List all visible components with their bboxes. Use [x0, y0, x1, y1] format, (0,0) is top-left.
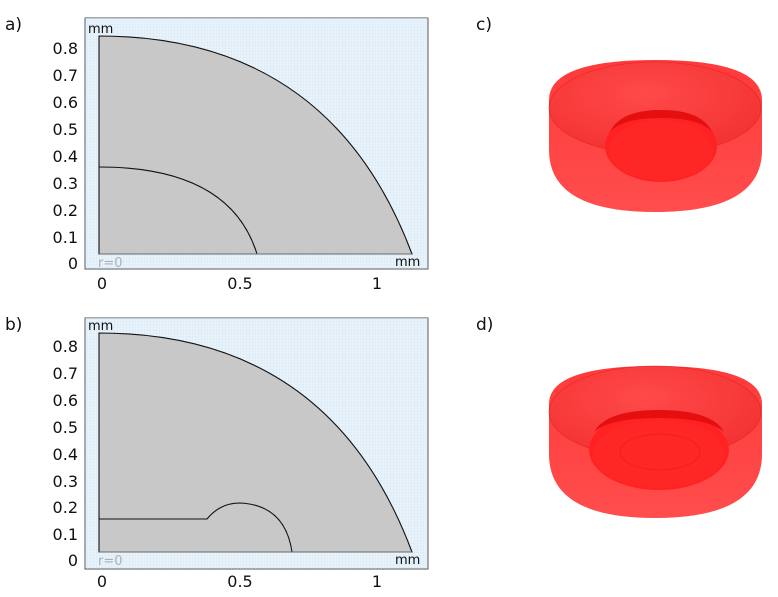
render-3d-c [548, 60, 762, 212]
y-tick-a-5: 0.5 [53, 120, 78, 139]
panel-d: d) [476, 315, 762, 518]
y-tick-b-5: 0.5 [53, 418, 78, 437]
axis-marker-a: r=0 [98, 256, 123, 271]
y-tick-b-1: 0.1 [53, 525, 78, 544]
inner-boundary-a [98, 166, 258, 255]
panel-label-a: a) [5, 15, 22, 35]
inner-boundary-b [99, 502, 293, 553]
y-tick-b-4: 0.4 [53, 445, 78, 464]
panel-c: c) [476, 15, 762, 212]
plot-area-b: mm mm r=0 [84, 317, 429, 570]
panel-b: b) mm mm r=0 0 0.1 0.2 0.3 0.4 0.5 0.6 0… [5, 315, 429, 591]
y-tick-a-8: 0.8 [53, 39, 78, 58]
y-tick-a-4: 0.4 [53, 147, 78, 166]
y-tick-a-7: 0.7 [53, 66, 78, 85]
x-tick-a-1: 0.5 [227, 274, 252, 293]
render-3d-d [548, 365, 762, 518]
y-tick-b-8: 0.8 [53, 337, 78, 356]
y-ticks-a: 0 0.1 0.2 0.3 0.4 0.5 0.6 0.7 0.8 [53, 39, 78, 273]
panel-a: a) mm mm r=0 0 0.1 0.2 0.3 0.4 0.5 0.6 0… [5, 15, 429, 293]
y-tick-a-6: 0.6 [53, 93, 78, 112]
y-ticks-b: 0 0.1 0.2 0.3 0.4 0.5 0.6 0.7 0.8 [53, 337, 78, 570]
x-tick-a-0: 0 [97, 274, 107, 293]
x-ticks-a: 0 0.5 1 [97, 274, 382, 293]
panel-label-d: d) [476, 315, 493, 335]
x-tick-b-0: 0 [97, 572, 107, 591]
y-tick-b-2: 0.2 [53, 498, 78, 517]
y-tick-b-7: 0.7 [53, 364, 78, 383]
y-tick-a-2: 0.2 [53, 201, 78, 220]
x-tick-b-1: 0.5 [227, 572, 252, 591]
x-ticks-b: 0 0.5 1 [97, 572, 382, 591]
outer-domain-b [98, 332, 413, 553]
y-tick-a-1: 0.1 [53, 228, 78, 247]
outer-domain-a [98, 35, 413, 255]
unit-label-top-a: mm [88, 22, 113, 37]
axis-marker-b: r=0 [98, 554, 123, 569]
unit-label-top-b: mm [88, 319, 113, 334]
panel-label-c: c) [476, 15, 492, 35]
y-tick-a-0: 0 [68, 254, 78, 273]
x-tick-b-2: 1 [372, 572, 382, 591]
y-tick-b-3: 0.3 [53, 472, 78, 491]
unit-label-bottom-a: mm [395, 255, 420, 270]
plot-area-a: mm mm r=0 [84, 17, 429, 271]
unit-label-bottom-b: mm [395, 553, 420, 568]
y-tick-a-3: 0.3 [53, 174, 78, 193]
panel-label-b: b) [5, 315, 22, 335]
x-tick-a-2: 1 [372, 274, 382, 293]
y-tick-b-0: 0 [68, 551, 78, 570]
y-tick-b-6: 0.6 [53, 391, 78, 410]
